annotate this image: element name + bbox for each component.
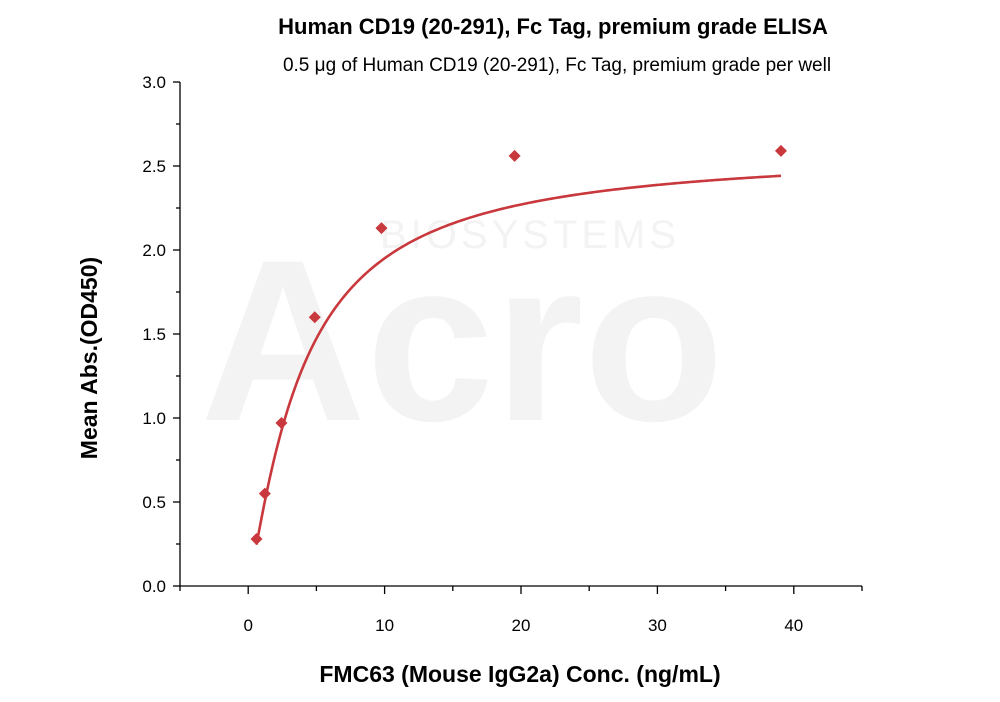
data-point xyxy=(774,144,787,157)
fit-curve xyxy=(255,174,782,545)
plot-series xyxy=(250,144,787,545)
x-tick-label: 30 xyxy=(648,616,667,635)
y-tick-label: 0.5 xyxy=(142,493,166,512)
y-axis: 0.0 0.5 1.0 1.5 2.0 2.5 3.0 xyxy=(142,73,181,596)
y-tick-label: 0.0 xyxy=(142,577,166,596)
x-axis-label: FMC63 (Mouse IgG2a) Conc. (ng/mL) xyxy=(319,661,720,687)
x-axis: 0 10 20 30 40 xyxy=(179,585,863,635)
y-tick-label: 1.0 xyxy=(142,409,166,428)
watermark: Acro BIOSYSTEMS xyxy=(200,212,724,469)
chart-title: Human CD19 (20-291), Fc Tag, premium gra… xyxy=(278,14,828,39)
y-tick-label: 2.0 xyxy=(142,241,166,260)
data-point xyxy=(258,487,271,500)
y-ticks: 0.0 0.5 1.0 1.5 2.0 2.5 3.0 xyxy=(142,73,180,596)
y-tick-label: 2.5 xyxy=(142,157,166,176)
watermark-tagline: BIOSYSTEMS xyxy=(380,213,680,257)
data-point xyxy=(250,532,263,545)
x-tick-label: 10 xyxy=(375,616,394,635)
data-point xyxy=(308,311,321,324)
data-point xyxy=(375,222,388,235)
chart-subtitle: 0.5 μg of Human CD19 (20-291), Fc Tag, p… xyxy=(283,55,831,76)
data-point xyxy=(275,417,288,430)
y-tick-label: 3.0 xyxy=(142,73,166,92)
data-point xyxy=(508,149,521,162)
watermark-brand: Acro xyxy=(200,212,724,469)
y-axis-label: Mean Abs.(OD450) xyxy=(76,257,102,459)
x-tick-label: 20 xyxy=(512,616,531,635)
x-ticks: 0 10 20 30 40 xyxy=(179,586,863,635)
x-tick-label: 0 xyxy=(243,616,252,635)
x-tick-label: 40 xyxy=(784,616,803,635)
y-tick-label: 1.5 xyxy=(142,325,166,344)
